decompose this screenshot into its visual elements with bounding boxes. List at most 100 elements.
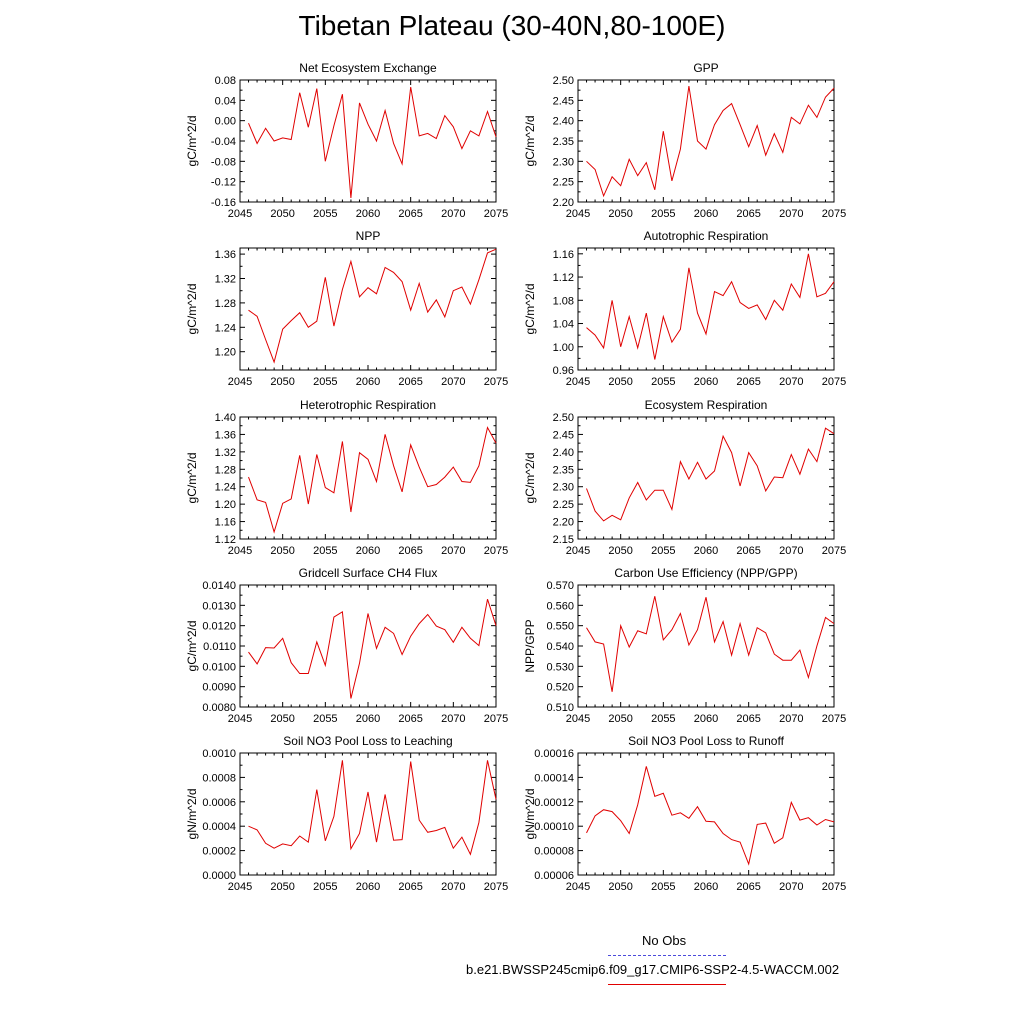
carbon-use-efficiency-npp-gpp-plot-frame	[577, 584, 835, 708]
npp-title: NPP	[356, 229, 381, 243]
gridcell-surface-ch4-flux-x-tick-label: 2065	[398, 713, 422, 725]
soil-no3-pool-loss-to-runoff-x-tick-label: 2065	[736, 881, 760, 893]
npp-y-tick-label: 1.36	[215, 249, 236, 261]
soil-no3-pool-loss-to-leaching-y-tick-label: 0.0004	[202, 821, 236, 833]
autotrophic-respiration-y-tick-label: 0.96	[553, 365, 574, 377]
gridcell-surface-ch4-flux-x-tick-label: 2075	[484, 713, 508, 725]
net-ecosystem-exchange-ylabel: gC/m^2/d	[185, 116, 199, 167]
legend-line-model-run	[608, 984, 726, 985]
heterotrophic-respiration-y-tick-label: 1.16	[215, 517, 236, 529]
ecosystem-respiration-y-tick-label: 2.15	[553, 534, 574, 546]
autotrophic-respiration-y-tick-label: 1.00	[553, 342, 574, 354]
autotrophic-respiration-y-tick-label: 1.12	[553, 272, 574, 284]
ecosystem-respiration-y-tick-label: 2.40	[553, 447, 574, 459]
carbon-use-efficiency-npp-gpp-y-tick-label: 0.520	[546, 682, 574, 694]
gpp-x-tick-label: 2050	[608, 208, 632, 220]
net-ecosystem-exchange-y-tick-label: -0.12	[211, 177, 236, 189]
carbon-use-efficiency-npp-gpp-x-tick-label: 2050	[608, 713, 632, 725]
soil-no3-pool-loss-to-runoff-x-tick-label: 2070	[779, 881, 803, 893]
carbon-use-efficiency-npp-gpp-x-tick-label: 2045	[566, 713, 590, 725]
soil-no3-pool-loss-to-leaching-x-tick-label: 2060	[356, 881, 380, 893]
heterotrophic-respiration-x-tick-label: 2045	[228, 545, 252, 557]
soil-no3-pool-loss-to-leaching-x-tick-label: 2070	[441, 881, 465, 893]
carbon-use-efficiency-npp-gpp-x-tick-label: 2055	[651, 713, 675, 725]
soil-no3-pool-loss-to-leaching-y-tick-label: 0.0000	[202, 870, 236, 882]
carbon-use-efficiency-npp-gpp-x-tick-label: 2060	[694, 713, 718, 725]
soil-no3-pool-loss-to-leaching-x-tick-label: 2050	[270, 881, 294, 893]
ecosystem-respiration-x-tick-label: 2075	[822, 545, 846, 557]
soil-no3-pool-loss-to-runoff-y-tick-label: 0.00006	[534, 870, 574, 882]
gridcell-surface-ch4-flux-ylabel: gC/m^2/d	[185, 621, 199, 672]
npp-y-tick-label: 1.28	[215, 298, 236, 310]
heterotrophic-respiration-x-tick-label: 2055	[313, 545, 337, 557]
autotrophic-respiration-y-tick-label: 1.04	[553, 319, 574, 331]
gridcell-surface-ch4-flux-y-tick-label: 0.0110	[203, 641, 236, 653]
autotrophic-respiration-x-tick-label: 2075	[822, 376, 846, 388]
carbon-use-efficiency-npp-gpp-y-tick-label: 0.570	[546, 580, 574, 592]
autotrophic-respiration-x-tick-label: 2050	[608, 376, 632, 388]
gpp-y-tick-label: 2.25	[553, 177, 574, 189]
npp-ylabel: gC/m^2/d	[185, 284, 199, 335]
gridcell-surface-ch4-flux-x-tick-label: 2055	[313, 713, 337, 725]
gpp-y-tick-label: 2.20	[553, 197, 574, 209]
ecosystem-respiration-x-tick-label: 2055	[651, 545, 675, 557]
gpp-title: GPP	[693, 61, 718, 75]
soil-no3-pool-loss-to-runoff-ylabel: gN/m^2/d	[523, 789, 537, 840]
autotrophic-respiration-plot-frame	[577, 247, 835, 371]
soil-no3-pool-loss-to-leaching-x-tick-label: 2055	[313, 881, 337, 893]
ecosystem-respiration-x-tick-label: 2070	[779, 545, 803, 557]
heterotrophic-respiration-x-tick-label: 2060	[356, 545, 380, 557]
autotrophic-respiration-x-tick-label: 2065	[736, 376, 760, 388]
ecosystem-respiration-y-tick-label: 2.20	[553, 517, 574, 529]
soil-no3-pool-loss-to-leaching-y-tick-label: 0.0006	[202, 797, 236, 809]
autotrophic-respiration-ylabel: gC/m^2/d	[523, 284, 537, 335]
heterotrophic-respiration-y-tick-label: 1.28	[215, 464, 236, 476]
autotrophic-respiration-x-tick-label: 2045	[566, 376, 590, 388]
net-ecosystem-exchange-x-tick-label: 2045	[228, 208, 252, 220]
ecosystem-respiration-series-line	[586, 427, 835, 522]
gridcell-surface-ch4-flux-y-tick-label: 0.0080	[202, 702, 236, 714]
npp-x-tick-label: 2060	[356, 376, 380, 388]
net-ecosystem-exchange-y-tick-label: 0.08	[215, 75, 236, 87]
npp-y-tick-label: 1.20	[215, 347, 236, 359]
gridcell-surface-ch4-flux-x-tick-label: 2070	[441, 713, 465, 725]
carbon-use-efficiency-npp-gpp-y-tick-label: 0.530	[546, 661, 574, 673]
npp-x-tick-label: 2045	[228, 376, 252, 388]
legend-label-model-run: b.e21.BWSSP245cmip6.f09_g17.CMIP6-SSP2-4…	[466, 962, 840, 977]
ecosystem-respiration-y-tick-label: 2.50	[553, 412, 574, 424]
heterotrophic-respiration-y-tick-label: 1.12	[215, 534, 236, 546]
soil-no3-pool-loss-to-runoff-y-tick-label: 0.00014	[534, 772, 574, 784]
gpp-x-tick-label: 2065	[736, 208, 760, 220]
gpp-ylabel: gC/m^2/d	[523, 116, 537, 167]
gpp-x-tick-label: 2060	[694, 208, 718, 220]
carbon-use-efficiency-npp-gpp-y-tick-label: 0.540	[546, 641, 574, 653]
npp-x-tick-label: 2075	[484, 376, 508, 388]
autotrophic-respiration-title: Autotrophic Respiration	[644, 229, 769, 243]
autotrophic-respiration-y-tick-label: 1.16	[553, 249, 574, 261]
npp-y-tick-label: 1.24	[215, 322, 236, 334]
heterotrophic-respiration-x-tick-label: 2050	[270, 545, 294, 557]
soil-no3-pool-loss-to-runoff-y-tick-label: 0.00012	[534, 797, 574, 809]
net-ecosystem-exchange-y-tick-label: -0.16	[211, 197, 236, 209]
net-ecosystem-exchange-x-tick-label: 2075	[484, 208, 508, 220]
gridcell-surface-ch4-flux-x-tick-label: 2060	[356, 713, 380, 725]
carbon-use-efficiency-npp-gpp-y-tick-label: 0.560	[546, 600, 574, 612]
gpp-y-tick-label: 2.40	[553, 116, 574, 128]
heterotrophic-respiration-x-tick-label: 2070	[441, 545, 465, 557]
ecosystem-respiration-ylabel: gC/m^2/d	[523, 453, 537, 504]
gridcell-surface-ch4-flux-x-tick-label: 2050	[270, 713, 294, 725]
heterotrophic-respiration-series-line	[248, 426, 497, 534]
gpp-x-tick-label: 2055	[651, 208, 675, 220]
npp-series-line	[248, 248, 497, 364]
gpp-y-tick-label: 2.35	[553, 136, 574, 148]
soil-no3-pool-loss-to-runoff-x-tick-label: 2075	[822, 881, 846, 893]
ecosystem-respiration-y-tick-label: 2.35	[553, 464, 574, 476]
gridcell-surface-ch4-flux-y-tick-label: 0.0140	[202, 580, 236, 592]
heterotrophic-respiration-title: Heterotrophic Respiration	[300, 398, 436, 412]
soil-no3-pool-loss-to-leaching-title: Soil NO3 Pool Loss to Leaching	[283, 734, 452, 748]
heterotrophic-respiration-y-tick-label: 1.40	[215, 412, 236, 424]
npp-x-tick-label: 2055	[313, 376, 337, 388]
legend-label-no-obs: No Obs	[642, 933, 687, 948]
soil-no3-pool-loss-to-leaching-x-tick-label: 2075	[484, 881, 508, 893]
heterotrophic-respiration-y-tick-label: 1.20	[215, 499, 236, 511]
